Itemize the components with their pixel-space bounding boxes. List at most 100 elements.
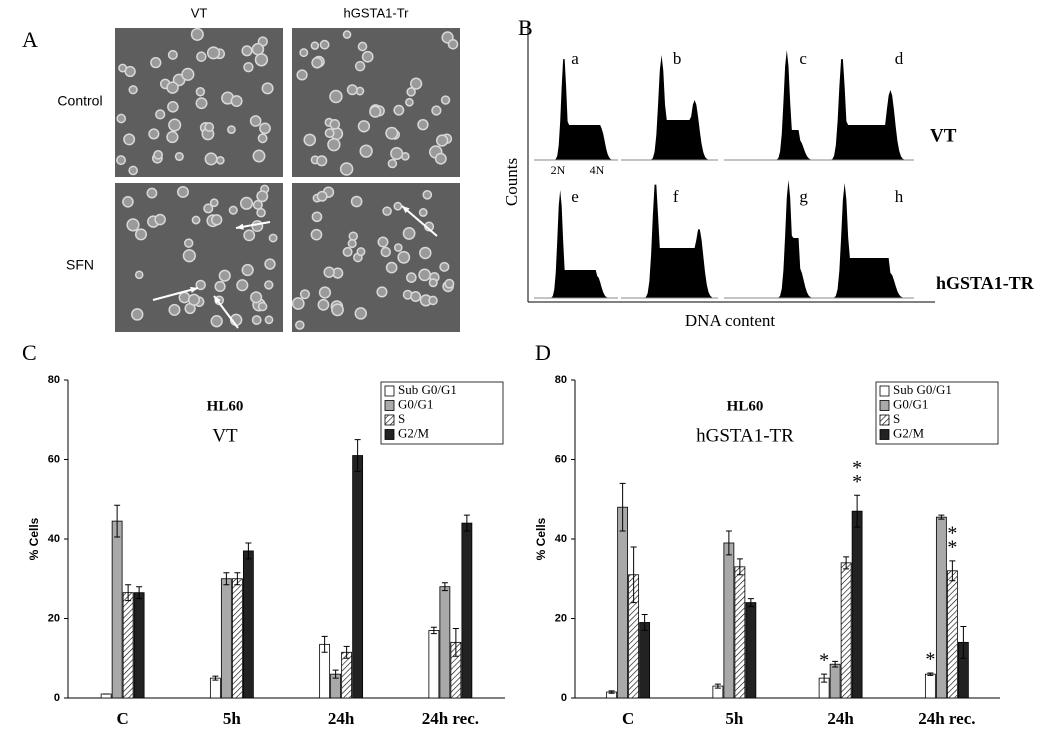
y-tick-label: 20 [555,612,567,624]
bar [851,510,863,699]
cell [259,122,271,135]
bar [209,677,221,699]
cell [230,95,243,108]
error-bar [212,675,219,681]
error-bar [114,504,121,538]
cell [241,45,253,57]
error-bar [321,635,328,653]
cell [324,128,335,139]
histogram-label: g [799,187,808,206]
histogram [625,184,712,298]
cell [329,119,341,130]
cell [339,162,354,176]
row-label: VT [930,125,957,146]
cell [257,301,268,312]
cell [257,133,268,144]
error-bar [714,683,721,689]
histogram-label: f [673,187,679,206]
cell [311,57,323,69]
y-tick-label: 80 [48,374,60,386]
panel-label: B [518,15,533,40]
cell [299,48,309,58]
cell [251,42,265,56]
cell [409,77,423,90]
legend-label: G2/M [398,425,430,440]
cell [291,297,305,310]
error-bar [332,669,339,679]
bar [745,602,757,699]
cell [431,105,442,116]
cell [447,39,459,50]
bar [840,562,852,699]
cell [214,280,226,293]
arrow-head [236,223,244,230]
cell [206,46,221,60]
error-bar [608,690,615,694]
bar [617,506,629,699]
cell [359,144,373,158]
cell [439,261,450,272]
cell [406,87,416,97]
cell [377,236,389,248]
cell [204,122,215,132]
legend-label: S [893,411,900,426]
cell [354,307,368,320]
cell [256,190,269,203]
cell [264,258,276,270]
cell [146,187,158,199]
row-label: SFN [66,257,94,273]
cell [251,220,264,233]
histogram [538,190,612,298]
x-tick-label: 5h [223,709,242,728]
chart-subtitle: hGSTA1-TR [696,425,794,446]
cell [174,151,184,162]
cell [418,208,428,217]
annotation: * [852,457,862,479]
cell [329,89,343,104]
cell [268,233,278,243]
cell [428,278,438,288]
bar [352,455,364,699]
y-tick-label: 40 [48,533,60,545]
bar [439,586,451,699]
cell [323,266,335,278]
cell [227,125,236,135]
histogram-label: h [895,187,904,206]
annotation: * [947,536,957,558]
cell [444,278,455,289]
error-bar [630,546,637,604]
cell [316,190,328,202]
arrow-head [214,296,221,304]
cell [264,315,274,325]
cell [122,195,134,208]
bar [946,570,958,699]
bar [100,693,112,699]
legend-label: G2/M [893,425,925,440]
cell [204,152,218,166]
x-tick-label: 24h [328,709,355,728]
cell [331,303,344,317]
error-bar [234,572,241,586]
cell [406,272,417,283]
error-bar [343,645,350,659]
error-bar [430,626,437,635]
column-label: VT [191,5,208,20]
x-tick-label: 24h rec. [918,709,975,728]
cell [264,280,274,290]
legend-label: Sub G0/G1 [893,382,952,397]
cell [254,53,269,67]
bar [924,673,936,699]
cell [195,279,206,291]
peak-label: 4N [590,163,605,177]
annotation: * [925,649,935,671]
cell [168,303,181,316]
cell [252,149,266,163]
cell [216,156,225,165]
cell [261,82,274,95]
legend-label: S [398,411,405,426]
cell [243,61,254,73]
cell [387,158,398,169]
y-axis-label: % Cells [27,517,41,560]
cell [397,250,411,264]
cell [195,97,208,110]
